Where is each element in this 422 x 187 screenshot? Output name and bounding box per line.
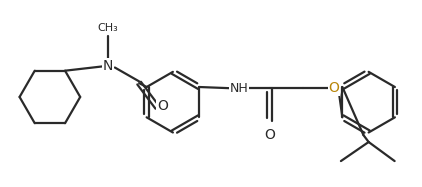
Text: N: N — [103, 59, 113, 73]
Text: O: O — [265, 128, 275, 142]
Text: NH: NH — [229, 82, 248, 95]
Text: O: O — [157, 99, 168, 113]
Text: CH₃: CH₃ — [97, 23, 118, 33]
Text: O: O — [329, 81, 339, 95]
